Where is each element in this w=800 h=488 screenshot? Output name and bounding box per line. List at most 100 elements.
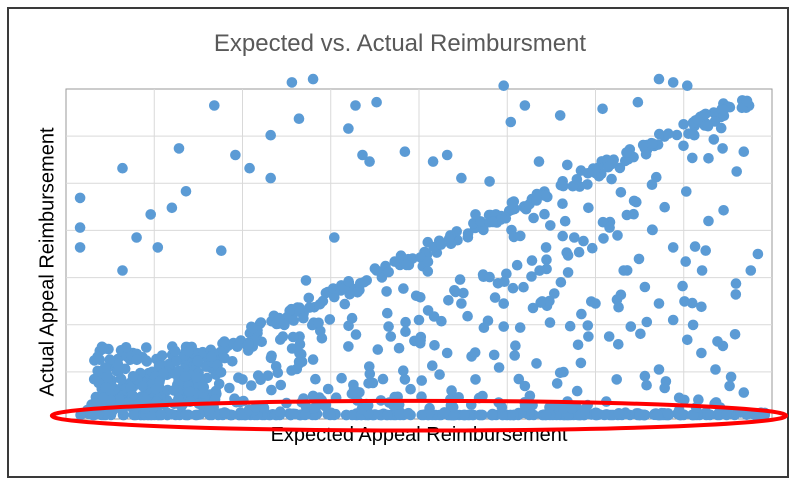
data-point [398, 283, 409, 294]
data-point [436, 315, 447, 327]
data-point [555, 277, 567, 288]
data-point [343, 320, 354, 332]
data-point [634, 409, 646, 421]
data-point [738, 146, 750, 157]
data-point [266, 350, 277, 362]
data-point [198, 381, 210, 393]
data-point [137, 380, 148, 392]
data-point [724, 380, 735, 392]
data-point [343, 341, 354, 352]
data-point [441, 149, 453, 161]
data-point [678, 119, 689, 130]
data-point [700, 245, 711, 256]
data-point [692, 114, 704, 125]
data-point [597, 103, 608, 115]
data-point [557, 230, 568, 242]
data-point [677, 280, 688, 292]
data-point [74, 242, 86, 253]
data-point [258, 402, 270, 414]
data-point [291, 363, 303, 375]
data-point [190, 409, 201, 421]
data-point [242, 339, 254, 351]
data-point [382, 307, 393, 319]
data-point [329, 291, 340, 303]
data-point [389, 256, 401, 267]
data-point [104, 354, 116, 365]
data-point [602, 161, 614, 173]
data-point [336, 372, 347, 384]
data-point [566, 403, 577, 415]
data-point [540, 242, 552, 253]
data-point [498, 298, 510, 309]
data-point [484, 176, 495, 187]
data-point [562, 267, 574, 278]
chart-title: Expected vs. Actual Reimbursment [213, 30, 587, 57]
data-point [383, 321, 394, 332]
data-point [678, 140, 689, 152]
data-point [224, 382, 235, 394]
data-point [557, 198, 568, 209]
data-point [314, 299, 326, 310]
data-point [219, 336, 230, 347]
data-point [703, 215, 714, 227]
data-point [91, 398, 102, 409]
data-point [75, 409, 86, 421]
data-point [197, 346, 208, 358]
data-point [575, 357, 587, 369]
data-point [343, 276, 354, 287]
data-point [324, 409, 336, 421]
data-point [561, 247, 572, 258]
data-point [637, 139, 649, 151]
data-point [569, 232, 580, 243]
data-point [531, 195, 542, 206]
data-point [372, 344, 384, 355]
data-point [346, 409, 358, 421]
data-point [439, 407, 450, 418]
data-point [183, 346, 194, 357]
data-point [632, 96, 644, 108]
data-point [493, 362, 505, 373]
data-point [499, 276, 510, 288]
data-point [579, 403, 591, 415]
data-point [599, 409, 610, 421]
data-point [682, 334, 693, 346]
data-point [641, 379, 652, 391]
data-point [730, 289, 742, 300]
data-point [100, 382, 111, 393]
data-point [355, 278, 366, 289]
data-point [277, 331, 289, 342]
data-point [469, 347, 481, 358]
data-point [514, 322, 526, 333]
data-point [400, 326, 411, 338]
data-point [272, 367, 284, 379]
data-point [718, 205, 729, 216]
data-point [300, 275, 312, 286]
data-point [293, 113, 305, 124]
data-point [551, 378, 563, 389]
data-point [405, 383, 416, 395]
data-point [687, 297, 698, 309]
data-point [462, 232, 474, 243]
data-point [100, 370, 112, 382]
data-point [606, 173, 617, 185]
data-point [401, 259, 412, 271]
data-point [505, 409, 517, 421]
data-point [696, 265, 708, 276]
data-point [717, 143, 728, 154]
data-point [74, 192, 86, 204]
data-point [519, 100, 531, 111]
data-point [717, 340, 729, 352]
data-point [654, 128, 665, 140]
data-point [363, 378, 374, 389]
data-point [92, 365, 103, 377]
data-point [696, 301, 707, 313]
data-point [693, 394, 704, 406]
data-point [541, 254, 552, 265]
data-point [394, 409, 405, 420]
data-point [416, 409, 428, 421]
data-point [168, 385, 180, 396]
data-point [554, 110, 566, 121]
data-point [673, 404, 685, 416]
data-point [625, 321, 637, 332]
